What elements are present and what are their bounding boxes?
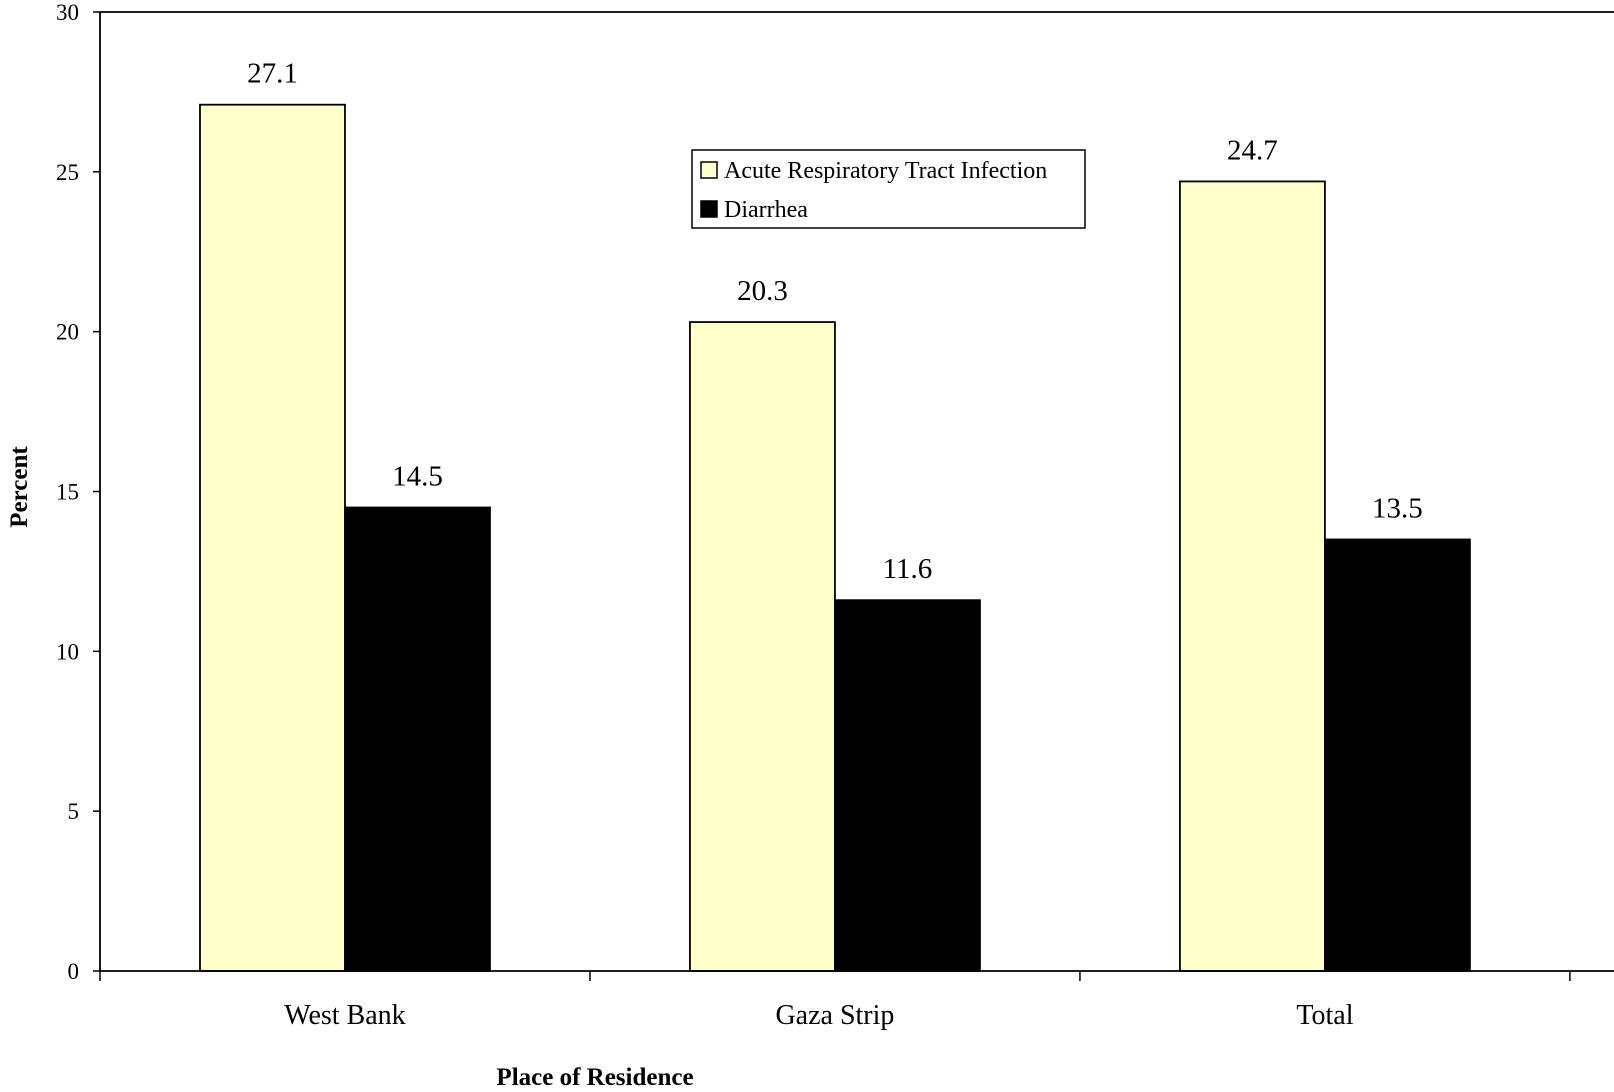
bar-gaza-strip-diarrhea	[834, 599, 981, 972]
legend-label-acute-respiratory: Acute Respiratory Tract Infection	[724, 158, 1047, 184]
legend: Acute Respiratory Tract Infection Diarrh…	[691, 149, 1086, 229]
y-tick-label-20: 20	[56, 320, 79, 345]
labels-layer: 27.1 14.5 West Bank 20.3 11.6 Gaza Strip 24.7 1…	[56, 0, 1423, 1031]
bar-gaza-strip-acute-respiratory-tract-infection	[689, 321, 836, 972]
category-label-gaza-strip: Gaza Strip	[775, 1000, 894, 1031]
data-label-gaza-strip-diarrhea: 11.6	[883, 553, 933, 585]
y-tick-label-0: 0	[68, 959, 80, 984]
y-tick-label-15: 15	[56, 480, 79, 505]
legend-label-diarrhea: Diarrhea	[724, 197, 808, 223]
y-tick-label-30: 30	[56, 0, 79, 25]
data-label-west-bank-acute-respiratory-tract-infection: 27.1	[247, 58, 298, 90]
bar-total-diarrhea	[1324, 538, 1471, 972]
bar-west-bank-acute-respiratory-tract-infection	[199, 103, 346, 972]
bars-layer	[199, 103, 1471, 972]
y-tick-label-5: 5	[68, 799, 80, 824]
legend-box	[691, 149, 1086, 229]
legend-swatch-acute-respiratory	[700, 161, 718, 179]
y-tick-label-25: 25	[56, 160, 79, 185]
legend-swatch-diarrhea	[700, 200, 718, 218]
bar-total-acute-respiratory-tract-infection	[1179, 180, 1326, 972]
data-label-west-bank-diarrhea: 14.5	[392, 460, 443, 492]
data-label-total-acute-respiratory-tract-infection: 24.7	[1227, 134, 1278, 166]
data-label-total-diarrhea: 13.5	[1372, 492, 1423, 524]
y-tick-label-10: 10	[56, 639, 79, 664]
bar-west-bank-diarrhea	[344, 506, 491, 972]
category-label-west-bank: West Bank	[284, 1000, 405, 1031]
x-axis-title: Place of Residence	[496, 1064, 693, 1091]
y-axis-title: Percent	[6, 446, 33, 528]
axes-layer	[93, 11, 1614, 981]
data-label-gaza-strip-acute-respiratory-tract-infection: 20.3	[737, 275, 788, 307]
category-label-total: Total	[1296, 1000, 1353, 1031]
